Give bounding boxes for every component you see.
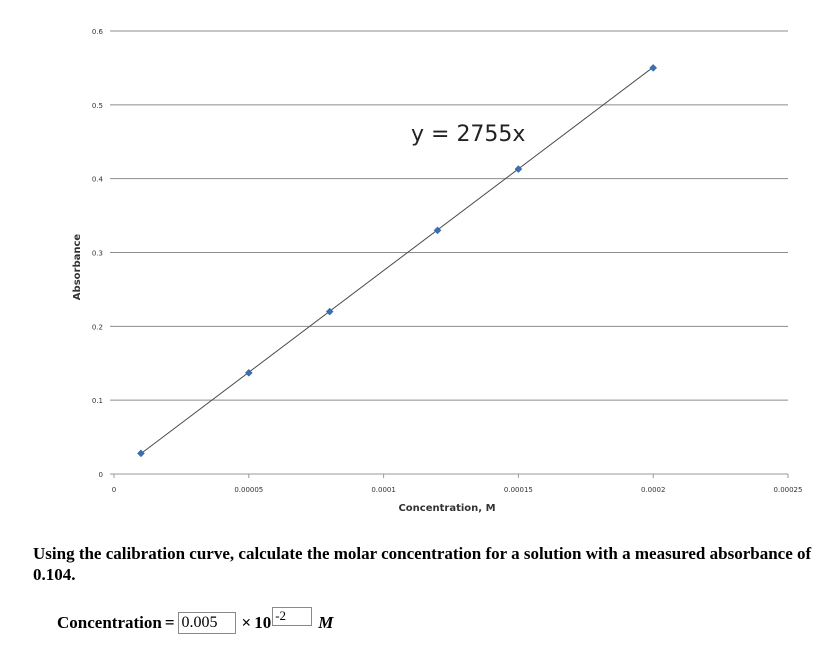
equals-sign: = (164, 613, 175, 632)
y-tick-label: 0.1 (92, 397, 103, 405)
data-points (137, 64, 658, 458)
y-tick-label: 0 (99, 471, 103, 479)
x-axis-title: Concentration, M (398, 503, 495, 514)
x-tick-label: 0.00005 (234, 486, 263, 494)
y-tick-label: 0.6 (92, 28, 104, 36)
y-tick-label: 0.5 (92, 102, 103, 110)
data-point (325, 307, 334, 316)
mantissa-input[interactable] (177, 612, 236, 634)
x-axis-title-text: Concentration, M (398, 503, 495, 514)
x-tick-label: 0.00015 (504, 486, 533, 494)
concentration-label: Concentration (57, 613, 162, 632)
x-axis-tick-labels: 0 0.00005 0.0001 0.00015 0.0002 0.00025 (112, 474, 803, 494)
y-axis-tick-labels: 0 0.1 0.2 0.3 0.4 0.5 0.6 (92, 28, 104, 479)
data-point (514, 165, 523, 173)
y-tick-label: 0.4 (92, 176, 104, 184)
x-tick-label: 0.0001 (371, 486, 396, 494)
data-point (649, 64, 658, 72)
chart-gridlines (110, 30, 788, 401)
answer-row: Concentration = × 10 M (57, 606, 334, 637)
y-axis-title: Absorbance (72, 234, 83, 301)
power-base: 10 (254, 613, 272, 632)
x-tick-label: 0.0002 (641, 486, 666, 494)
data-point (244, 368, 253, 377)
trendline-equation: y = 2755x (411, 122, 525, 147)
calibration-chart: 0 0.1 0.2 0.3 0.4 0.5 0.6 0 0.00005 0.0001 0.0001… (72, 28, 803, 514)
data-point (433, 226, 442, 235)
x-tick-label: 0.00025 (774, 486, 803, 494)
y-tick-label: 0.3 (92, 250, 103, 258)
exponent-input[interactable] (272, 606, 313, 626)
times-sign: × (241, 613, 252, 632)
x-tick-label: 0 (112, 486, 116, 494)
unit-label: M (318, 613, 334, 632)
data-point (137, 449, 145, 458)
trendline (140, 66, 654, 455)
y-tick-label: 0.2 (92, 323, 103, 331)
question-text: Using the calibration curve, calculate t… (33, 544, 812, 584)
